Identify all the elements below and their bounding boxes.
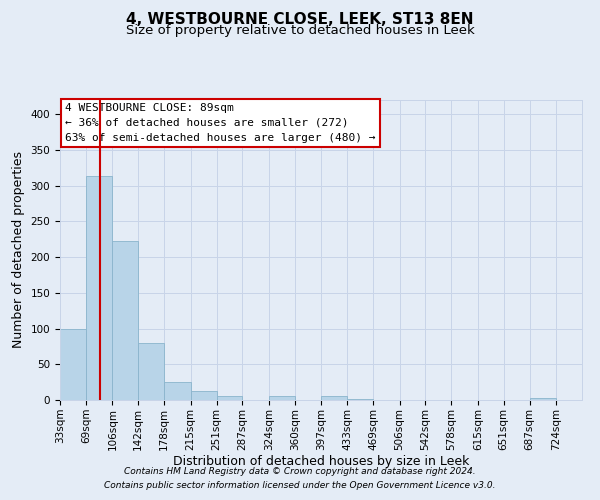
Bar <box>112 242 138 400</box>
Bar <box>191 390 217 400</box>
X-axis label: Distribution of detached houses by size in Leek: Distribution of detached houses by size … <box>173 456 469 468</box>
Bar <box>164 382 191 400</box>
Text: 4, WESTBOURNE CLOSE, LEEK, ST13 8EN: 4, WESTBOURNE CLOSE, LEEK, ST13 8EN <box>126 12 474 28</box>
Bar <box>347 398 373 400</box>
Text: Contains HM Land Registry data © Crown copyright and database right 2024.: Contains HM Land Registry data © Crown c… <box>124 467 476 476</box>
Bar <box>530 398 556 400</box>
Bar <box>217 396 242 400</box>
Bar <box>269 396 295 400</box>
Text: Contains public sector information licensed under the Open Government Licence v3: Contains public sector information licen… <box>104 481 496 490</box>
Y-axis label: Number of detached properties: Number of detached properties <box>12 152 25 348</box>
Bar <box>86 176 112 400</box>
Bar <box>138 343 164 400</box>
Bar <box>322 396 347 400</box>
Bar <box>60 328 86 400</box>
Text: 4 WESTBOURNE CLOSE: 89sqm
← 36% of detached houses are smaller (272)
63% of semi: 4 WESTBOURNE CLOSE: 89sqm ← 36% of detac… <box>65 103 376 142</box>
Text: Size of property relative to detached houses in Leek: Size of property relative to detached ho… <box>125 24 475 37</box>
